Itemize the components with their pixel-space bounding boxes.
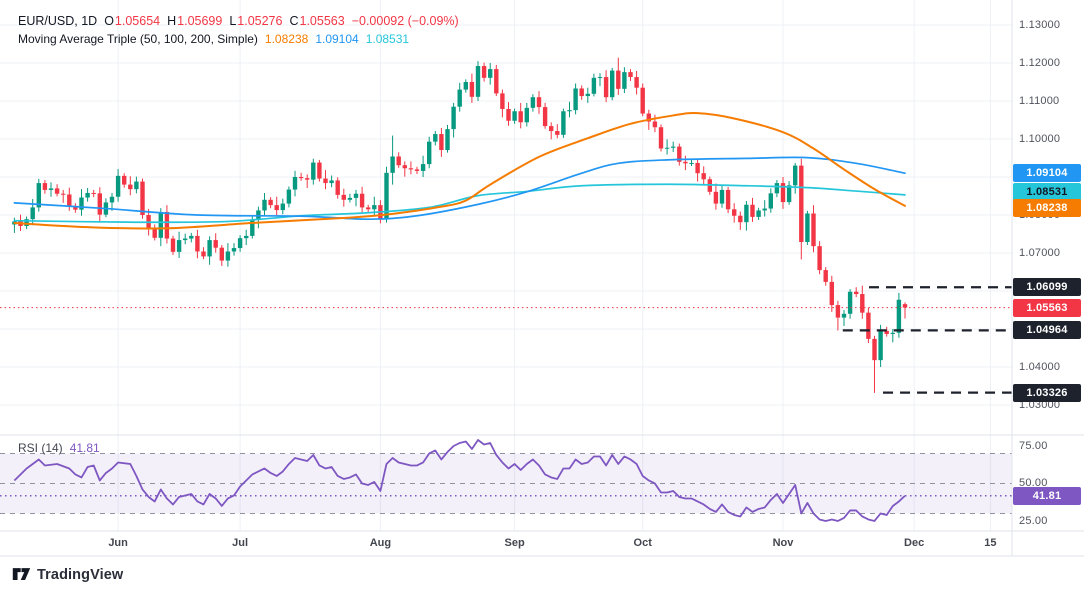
rsi-axis-label: 50.00 [1019, 477, 1048, 490]
time-axis-label: Sep [504, 537, 525, 549]
price-axis-badge: 1.08531 [1013, 183, 1081, 202]
rsi-axis-label: 75.00 [1019, 439, 1048, 452]
time-axis-label: Nov [772, 537, 794, 549]
price-axis-label: 1.04000 [1019, 360, 1061, 373]
time-axis-label: Aug [369, 537, 392, 549]
time-axis-label: Oct [633, 537, 652, 549]
tradingview-logo-text: TradingView [37, 566, 124, 583]
price-axis-badge: 1.06099 [1013, 278, 1081, 297]
price-axis-label: 1.11000 [1019, 95, 1060, 107]
price-axis-badge: 1.08238 [1013, 199, 1081, 218]
rsi-axis-label: 25.00 [1019, 514, 1048, 527]
time-axis-label: 15 [984, 537, 997, 549]
price-axis-label: 1.12000 [1019, 57, 1061, 69]
time-axis-label: Jul [232, 537, 249, 549]
time-axis-label: Dec [904, 537, 925, 549]
price-axis-label: 1.10000 [1019, 133, 1061, 145]
price-axis-label: 1.07000 [1019, 246, 1061, 259]
rsi-axis-badge: 41.81 [1013, 486, 1081, 505]
tradingview-logo[interactable]: TradingView [12, 566, 123, 583]
price-axis-badge: 1.05563 [1013, 298, 1081, 317]
time-axis-label: Jun [108, 537, 128, 549]
tradingview-logo-icon [12, 566, 31, 583]
price-axis-badge: 1.03326 [1013, 383, 1081, 402]
symbol-title[interactable]: EUR/USD, 1D [18, 13, 98, 28]
price-axis-label: 1.03000 [1019, 398, 1061, 411]
price-axis-badge: 1.09104 [1013, 164, 1081, 183]
price-axis-label: 1.13000 [1019, 19, 1061, 31]
price-axis-badge: 1.04964 [1013, 321, 1081, 340]
